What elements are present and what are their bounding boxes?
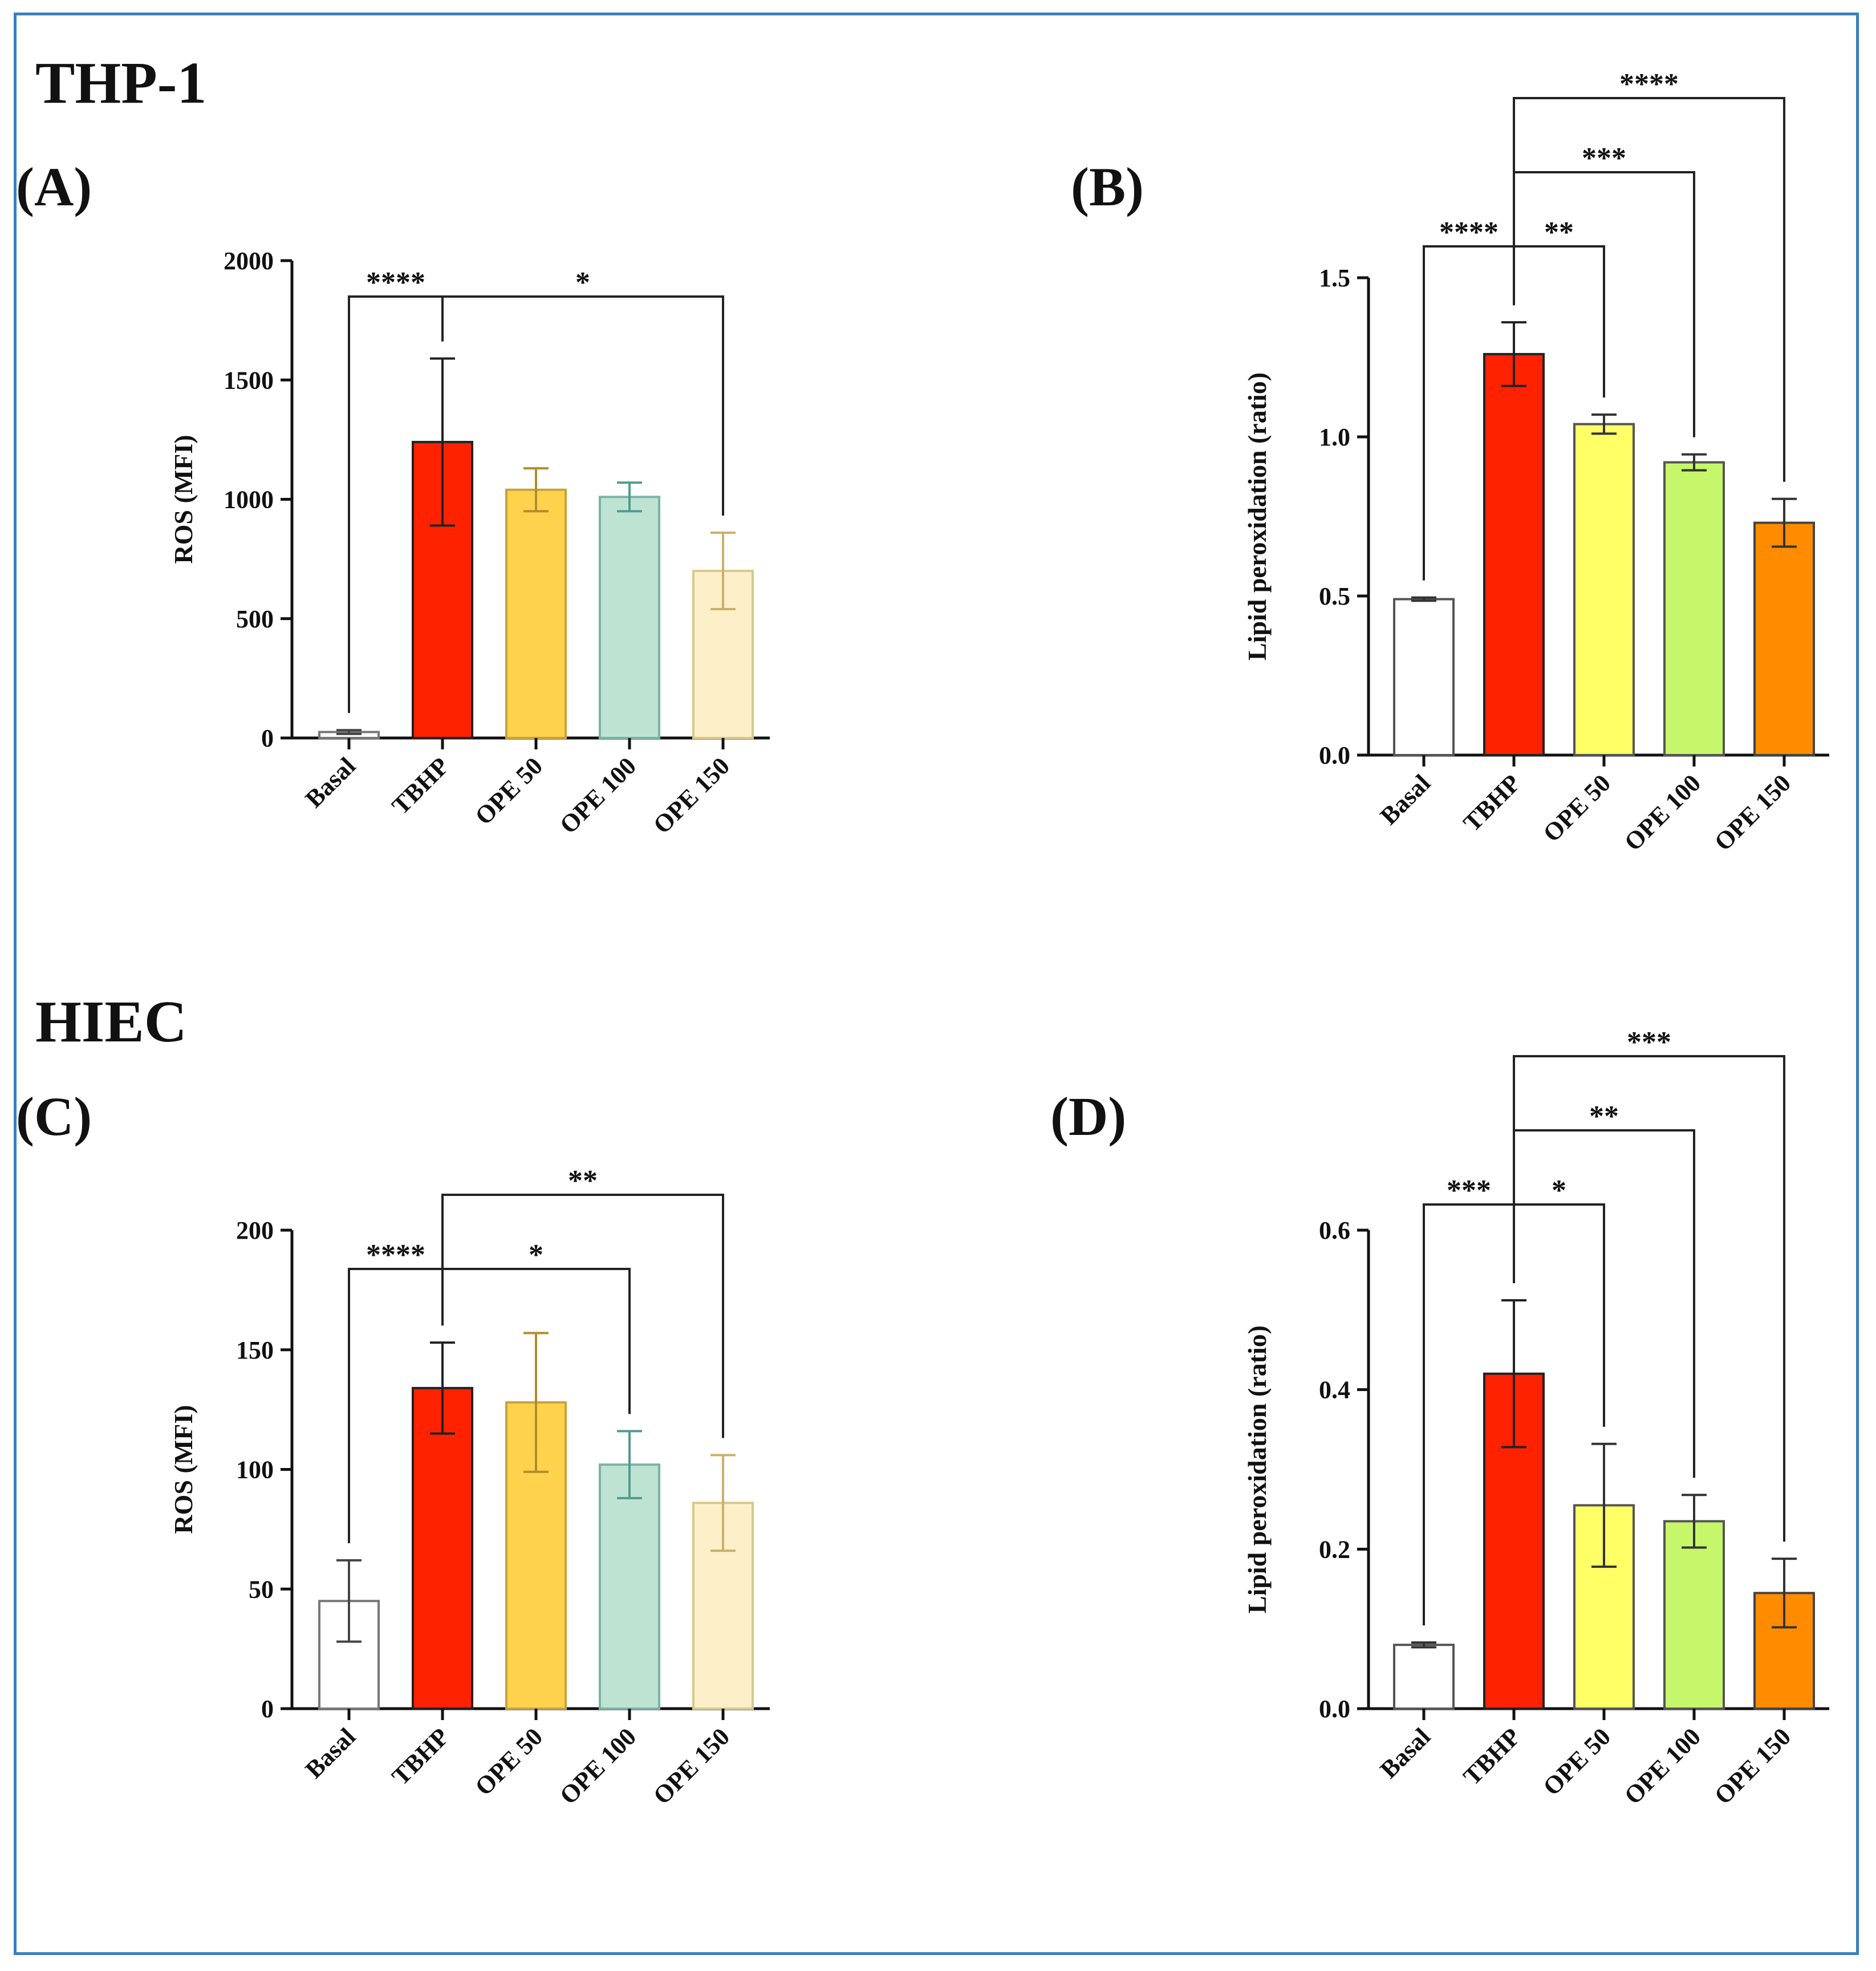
chart-b-y-tick-label: 1.0 <box>1319 423 1350 451</box>
section-title-thp1: THP-1 <box>35 50 207 116</box>
panel-label-d: (D) <box>1050 1086 1127 1147</box>
chart-a-bar <box>599 496 660 739</box>
chart-a-significance-label: **** <box>366 266 425 299</box>
chart-d-x-tick-label: OPE 100 <box>1619 1722 1706 1810</box>
chart-b-bar <box>1393 598 1455 756</box>
chart-b-bar <box>1663 461 1725 756</box>
chart-d-x-tick-label: TBHP <box>1458 1722 1526 1790</box>
chart-c-significance-label: ** <box>568 1165 598 1197</box>
chart-c-y-tick-label: 0 <box>261 1695 274 1723</box>
chart-d-x-tick-label: OPE 50 <box>1538 1722 1616 1800</box>
chart-d-significance-label: * <box>1552 1174 1566 1207</box>
chart-a-significance-label: * <box>575 266 590 299</box>
chart-c-significance-bracket <box>441 1194 724 1438</box>
chart-b-significance-label: **** <box>1619 68 1679 100</box>
chart-c-y-tick-label: 200 <box>236 1216 274 1244</box>
chart-d-significance-label: *** <box>1627 1026 1671 1058</box>
panel-label-a: (A) <box>16 156 92 217</box>
panel-label-c: (C) <box>16 1086 92 1147</box>
panel-label-b: (B) <box>1071 156 1144 217</box>
chart-c-y-tick-label: 100 <box>236 1456 274 1484</box>
chart-d-significance-label: *** <box>1447 1174 1491 1207</box>
chart-d-x-tick-label: Basal <box>1375 1722 1436 1783</box>
chart-b-bar <box>1483 352 1545 756</box>
chart-b-significance-label: *** <box>1582 142 1626 175</box>
section-title-hiec: HIEC <box>35 989 187 1055</box>
chart-d-x-tick-label: OPE 150 <box>1709 1722 1796 1810</box>
chart-d-bar <box>1663 1520 1725 1710</box>
chart-d-y-tick-label: 0.0 <box>1319 1695 1350 1723</box>
chart-c-bar <box>412 1386 473 1710</box>
chart-c-significance-label: * <box>529 1239 543 1271</box>
chart-d-y-tick-label: 0.4 <box>1319 1376 1350 1404</box>
chart-d-y-tick-label: 0.2 <box>1319 1535 1350 1563</box>
chart-a-significance-bracket <box>441 295 724 516</box>
chart-b-significance-bracket <box>1513 97 1785 482</box>
chart-b-y-tick-label: 1.5 <box>1319 264 1350 292</box>
chart-d-bar <box>1393 1644 1455 1710</box>
chart-b-significance-label: ** <box>1544 216 1574 249</box>
chart-c-y-axis-label: ROS (MFI) <box>169 1405 198 1534</box>
chart-a-y-tick-label: 1000 <box>224 486 274 514</box>
chart-a-bar <box>505 488 567 739</box>
chart-b-significance-label: **** <box>1439 216 1499 249</box>
chart-a-y-tick-label: 500 <box>236 605 274 633</box>
chart-b-y-axis-label: Lipid peroxidation (ratio) <box>1242 372 1272 660</box>
chart-d-significance-bracket <box>1513 1055 1785 1542</box>
chart-b-y-tick-label: 0.0 <box>1319 741 1350 769</box>
figure-frame <box>14 13 1859 1955</box>
chart-a-y-tick-label: 1500 <box>224 366 274 394</box>
chart-a-y-tick-label: 2000 <box>224 247 274 275</box>
chart-c-y-tick-label: 50 <box>249 1575 274 1603</box>
chart-c-y-tick-label: 150 <box>236 1336 274 1364</box>
chart-d-y-axis-label: Lipid peroxidation (ratio) <box>1242 1325 1272 1613</box>
chart-d-significance-label: ** <box>1589 1100 1619 1133</box>
chart-c-bar <box>599 1463 660 1710</box>
chart-c-significance-label: **** <box>366 1239 425 1271</box>
chart-d-y-tick-label: 0.6 <box>1319 1216 1350 1244</box>
chart-b-y-tick-label: 0.5 <box>1319 582 1350 610</box>
chart-a-y-tick-label: 0 <box>261 724 274 752</box>
chart-a-y-axis-label: ROS (MFI) <box>169 435 198 563</box>
